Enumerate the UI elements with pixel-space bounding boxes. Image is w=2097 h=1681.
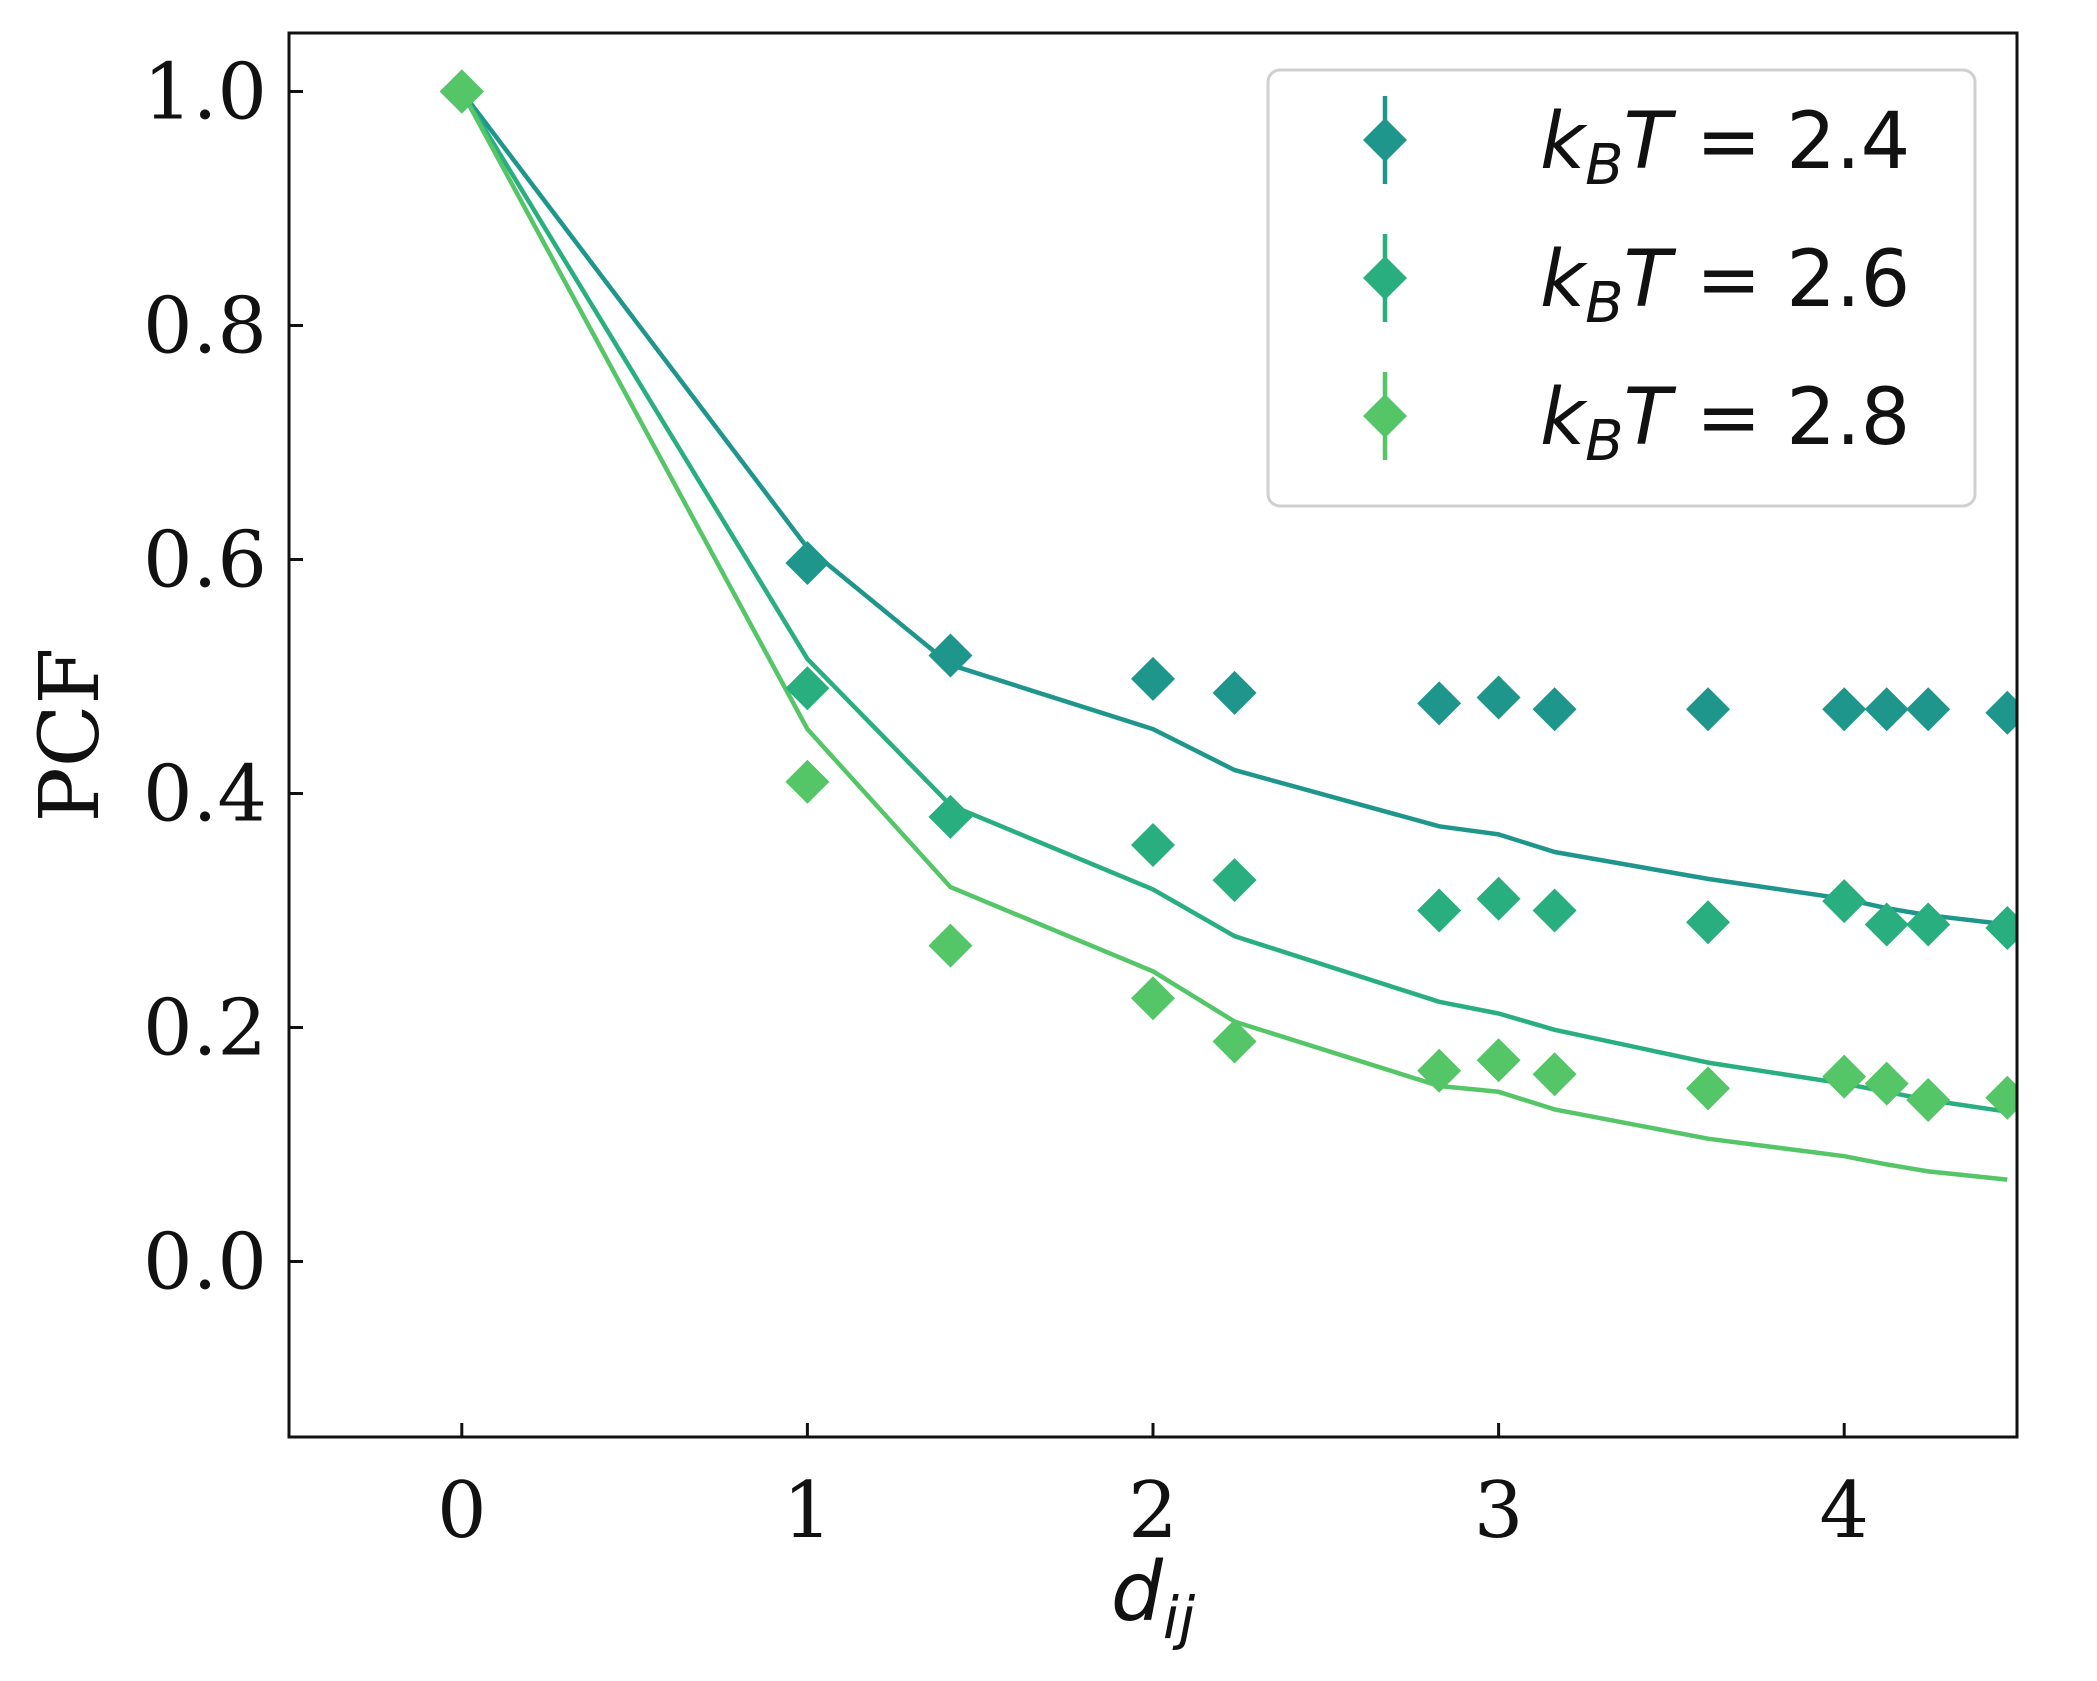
data-point-series-2 <box>1131 822 1175 867</box>
y-axis-label: PCF <box>23 648 118 823</box>
x-tick-label: 3 <box>1474 1466 1524 1556</box>
data-point-series-3 <box>1476 1038 1521 1083</box>
data-point-series-2 <box>1864 902 1909 947</box>
data-point-series-2 <box>1985 906 2017 951</box>
legend-marker <box>1363 118 1407 162</box>
data-point-series-2 <box>1686 900 1731 945</box>
data-point-series-2 <box>1906 902 1951 947</box>
y-tick-label: 1.0 <box>143 48 267 138</box>
x-axis-label: dij <box>1111 1545 1196 1652</box>
data-point-series-3 <box>785 759 830 804</box>
legend-label: kBT = 2.4 <box>1540 97 1910 198</box>
x-tick-label: 4 <box>1819 1466 1869 1556</box>
data-point-series-1 <box>1822 687 1867 732</box>
y-tick-label: 0.6 <box>143 516 267 606</box>
x-tick-label: 2 <box>1128 1466 1178 1556</box>
legend: kBT = 2.4 kBT = 2.6 kBT = 2.8 <box>1266 68 1977 508</box>
y-tick-label: 0.2 <box>143 984 267 1074</box>
data-point-series-1 <box>1864 687 1909 732</box>
data-point-series-1 <box>785 541 830 586</box>
data-point-series-2 <box>1417 888 1462 933</box>
legend-marker <box>1363 394 1407 438</box>
data-point-series-2 <box>1532 888 1577 933</box>
data-point-series-3 <box>1417 1048 1462 1093</box>
data-point-series-2 <box>1822 879 1867 924</box>
legend-label: kBT = 2.8 <box>1540 373 1910 474</box>
data-point-series-2 <box>1476 876 1521 921</box>
y-tick-label: 0.8 <box>143 282 267 372</box>
data-point-series-1 <box>1131 656 1175 701</box>
data-point-series-3 <box>439 69 484 114</box>
axes-layer: 0 1 2 3 4 0.0 0.2 0.4 0.6 0.8 1.0 PCF dij <box>23 48 1869 1653</box>
x-tick-label: 0 <box>437 1466 487 1556</box>
data-point-series-3 <box>1864 1061 1909 1106</box>
data-point-series-3 <box>1686 1066 1731 1111</box>
data-point-series-1 <box>1212 670 1257 715</box>
data-point-series-3 <box>1822 1054 1867 1099</box>
data-point-series-1 <box>1985 690 2017 735</box>
data-point-series-3 <box>1906 1078 1951 1123</box>
data-point-series-3 <box>1532 1052 1577 1097</box>
data-point-series-1 <box>1417 681 1462 726</box>
fit-line-series-3 <box>459 90 2008 1182</box>
data-point-series-3 <box>928 923 973 968</box>
data-point-series-1 <box>1686 687 1731 732</box>
legend-label: kBT = 2.6 <box>1540 235 1910 336</box>
x-tick-label: 1 <box>783 1466 833 1556</box>
data-point-series-1 <box>1476 675 1521 720</box>
data-point-series-1 <box>928 633 973 678</box>
data-point-series-2 <box>1212 858 1257 903</box>
y-tick-label: 0.0 <box>143 1218 267 1308</box>
data-point-series-1 <box>1532 687 1577 732</box>
data-point-series-2 <box>928 794 973 839</box>
data-point-series-1 <box>1906 687 1951 732</box>
data-point-series-3 <box>1212 1019 1257 1064</box>
data-point-series-3 <box>1131 976 1175 1021</box>
data-point-series-2 <box>785 666 830 711</box>
series-layer <box>439 69 2017 1182</box>
legend-box <box>1266 68 1977 508</box>
y-tick-label: 0.4 <box>143 750 267 840</box>
legend-marker <box>1363 256 1407 300</box>
data-point-series-3 <box>1985 1075 2017 1120</box>
